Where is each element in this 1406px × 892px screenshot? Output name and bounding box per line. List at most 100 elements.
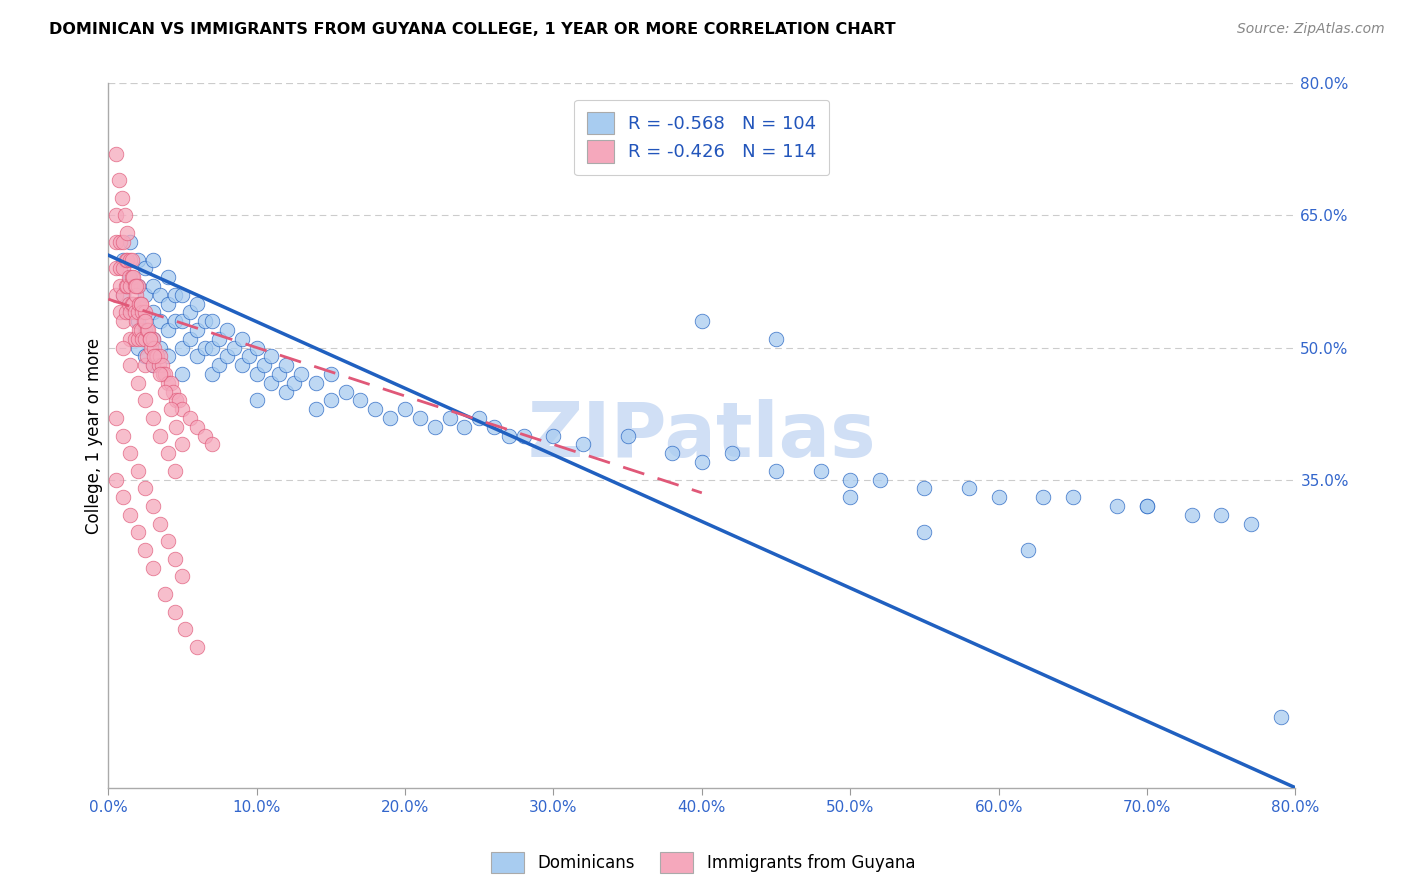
Point [194, 314, 217, 328]
Point [231, 358, 253, 372]
Point [142, 560, 165, 574]
Point [987, 490, 1010, 504]
Point [146, 350, 169, 364]
Point [690, 314, 713, 328]
Point [117, 226, 139, 240]
Point [661, 446, 683, 460]
Point [305, 376, 328, 390]
Point [104, 235, 127, 249]
Point [118, 296, 141, 310]
Point [1211, 508, 1233, 522]
Point [112, 287, 135, 301]
Point [108, 305, 131, 319]
Point [108, 235, 131, 249]
Point [319, 367, 342, 381]
Point [120, 446, 142, 460]
Point [912, 525, 935, 540]
Point [141, 341, 163, 355]
Point [267, 367, 290, 381]
Point [134, 261, 156, 276]
Point [1270, 710, 1292, 724]
Point [139, 332, 162, 346]
Point [156, 376, 179, 390]
Point [115, 252, 138, 267]
Point [125, 314, 148, 328]
Point [839, 490, 862, 504]
Point [172, 314, 194, 328]
Point [201, 341, 224, 355]
Point [156, 296, 179, 310]
Point [124, 305, 146, 319]
Point [115, 305, 138, 319]
Point [120, 358, 142, 372]
Point [720, 446, 742, 460]
Point [120, 235, 142, 249]
Point [215, 323, 238, 337]
Point [108, 261, 131, 276]
Point [134, 543, 156, 558]
Point [215, 350, 238, 364]
Point [117, 252, 139, 267]
Point [439, 411, 461, 425]
Point [468, 411, 491, 425]
Point [104, 473, 127, 487]
Point [482, 419, 505, 434]
Point [172, 569, 194, 583]
Point [125, 279, 148, 293]
Y-axis label: College, 1 year or more: College, 1 year or more [86, 337, 103, 533]
Point [156, 350, 179, 364]
Point [1136, 499, 1159, 513]
Point [118, 270, 141, 285]
Point [127, 464, 149, 478]
Point [260, 350, 283, 364]
Point [108, 279, 131, 293]
Point [179, 305, 201, 319]
Point [208, 358, 231, 372]
Point [179, 332, 201, 346]
Point [690, 455, 713, 469]
Point [231, 332, 253, 346]
Point [349, 393, 371, 408]
Point [616, 428, 638, 442]
Legend: R = -0.568   N = 104, R = -0.426   N = 114: R = -0.568 N = 104, R = -0.426 N = 114 [574, 100, 830, 175]
Point [131, 305, 153, 319]
Point [112, 490, 135, 504]
Point [127, 376, 149, 390]
Point [134, 323, 156, 337]
Point [120, 305, 142, 319]
Point [112, 428, 135, 442]
Point [765, 332, 787, 346]
Point [120, 252, 142, 267]
Point [453, 419, 475, 434]
Point [159, 376, 181, 390]
Text: Source: ZipAtlas.com: Source: ZipAtlas.com [1237, 22, 1385, 37]
Point [201, 437, 224, 451]
Point [208, 332, 231, 346]
Point [194, 341, 217, 355]
Point [131, 332, 153, 346]
Point [127, 525, 149, 540]
Point [172, 367, 194, 381]
Point [201, 314, 224, 328]
Point [163, 287, 186, 301]
Point [139, 332, 162, 346]
Point [253, 358, 276, 372]
Point [134, 332, 156, 346]
Point [127, 305, 149, 319]
Point [149, 287, 172, 301]
Point [186, 419, 208, 434]
Point [246, 341, 269, 355]
Point [153, 367, 176, 381]
Point [186, 296, 208, 310]
Point [179, 411, 201, 425]
Point [112, 287, 135, 301]
Point [120, 508, 142, 522]
Point [283, 376, 305, 390]
Point [380, 411, 402, 425]
Point [224, 341, 246, 355]
Point [127, 279, 149, 293]
Point [115, 279, 138, 293]
Point [112, 314, 135, 328]
Text: ZIPatlas: ZIPatlas [527, 399, 876, 473]
Point [152, 367, 174, 381]
